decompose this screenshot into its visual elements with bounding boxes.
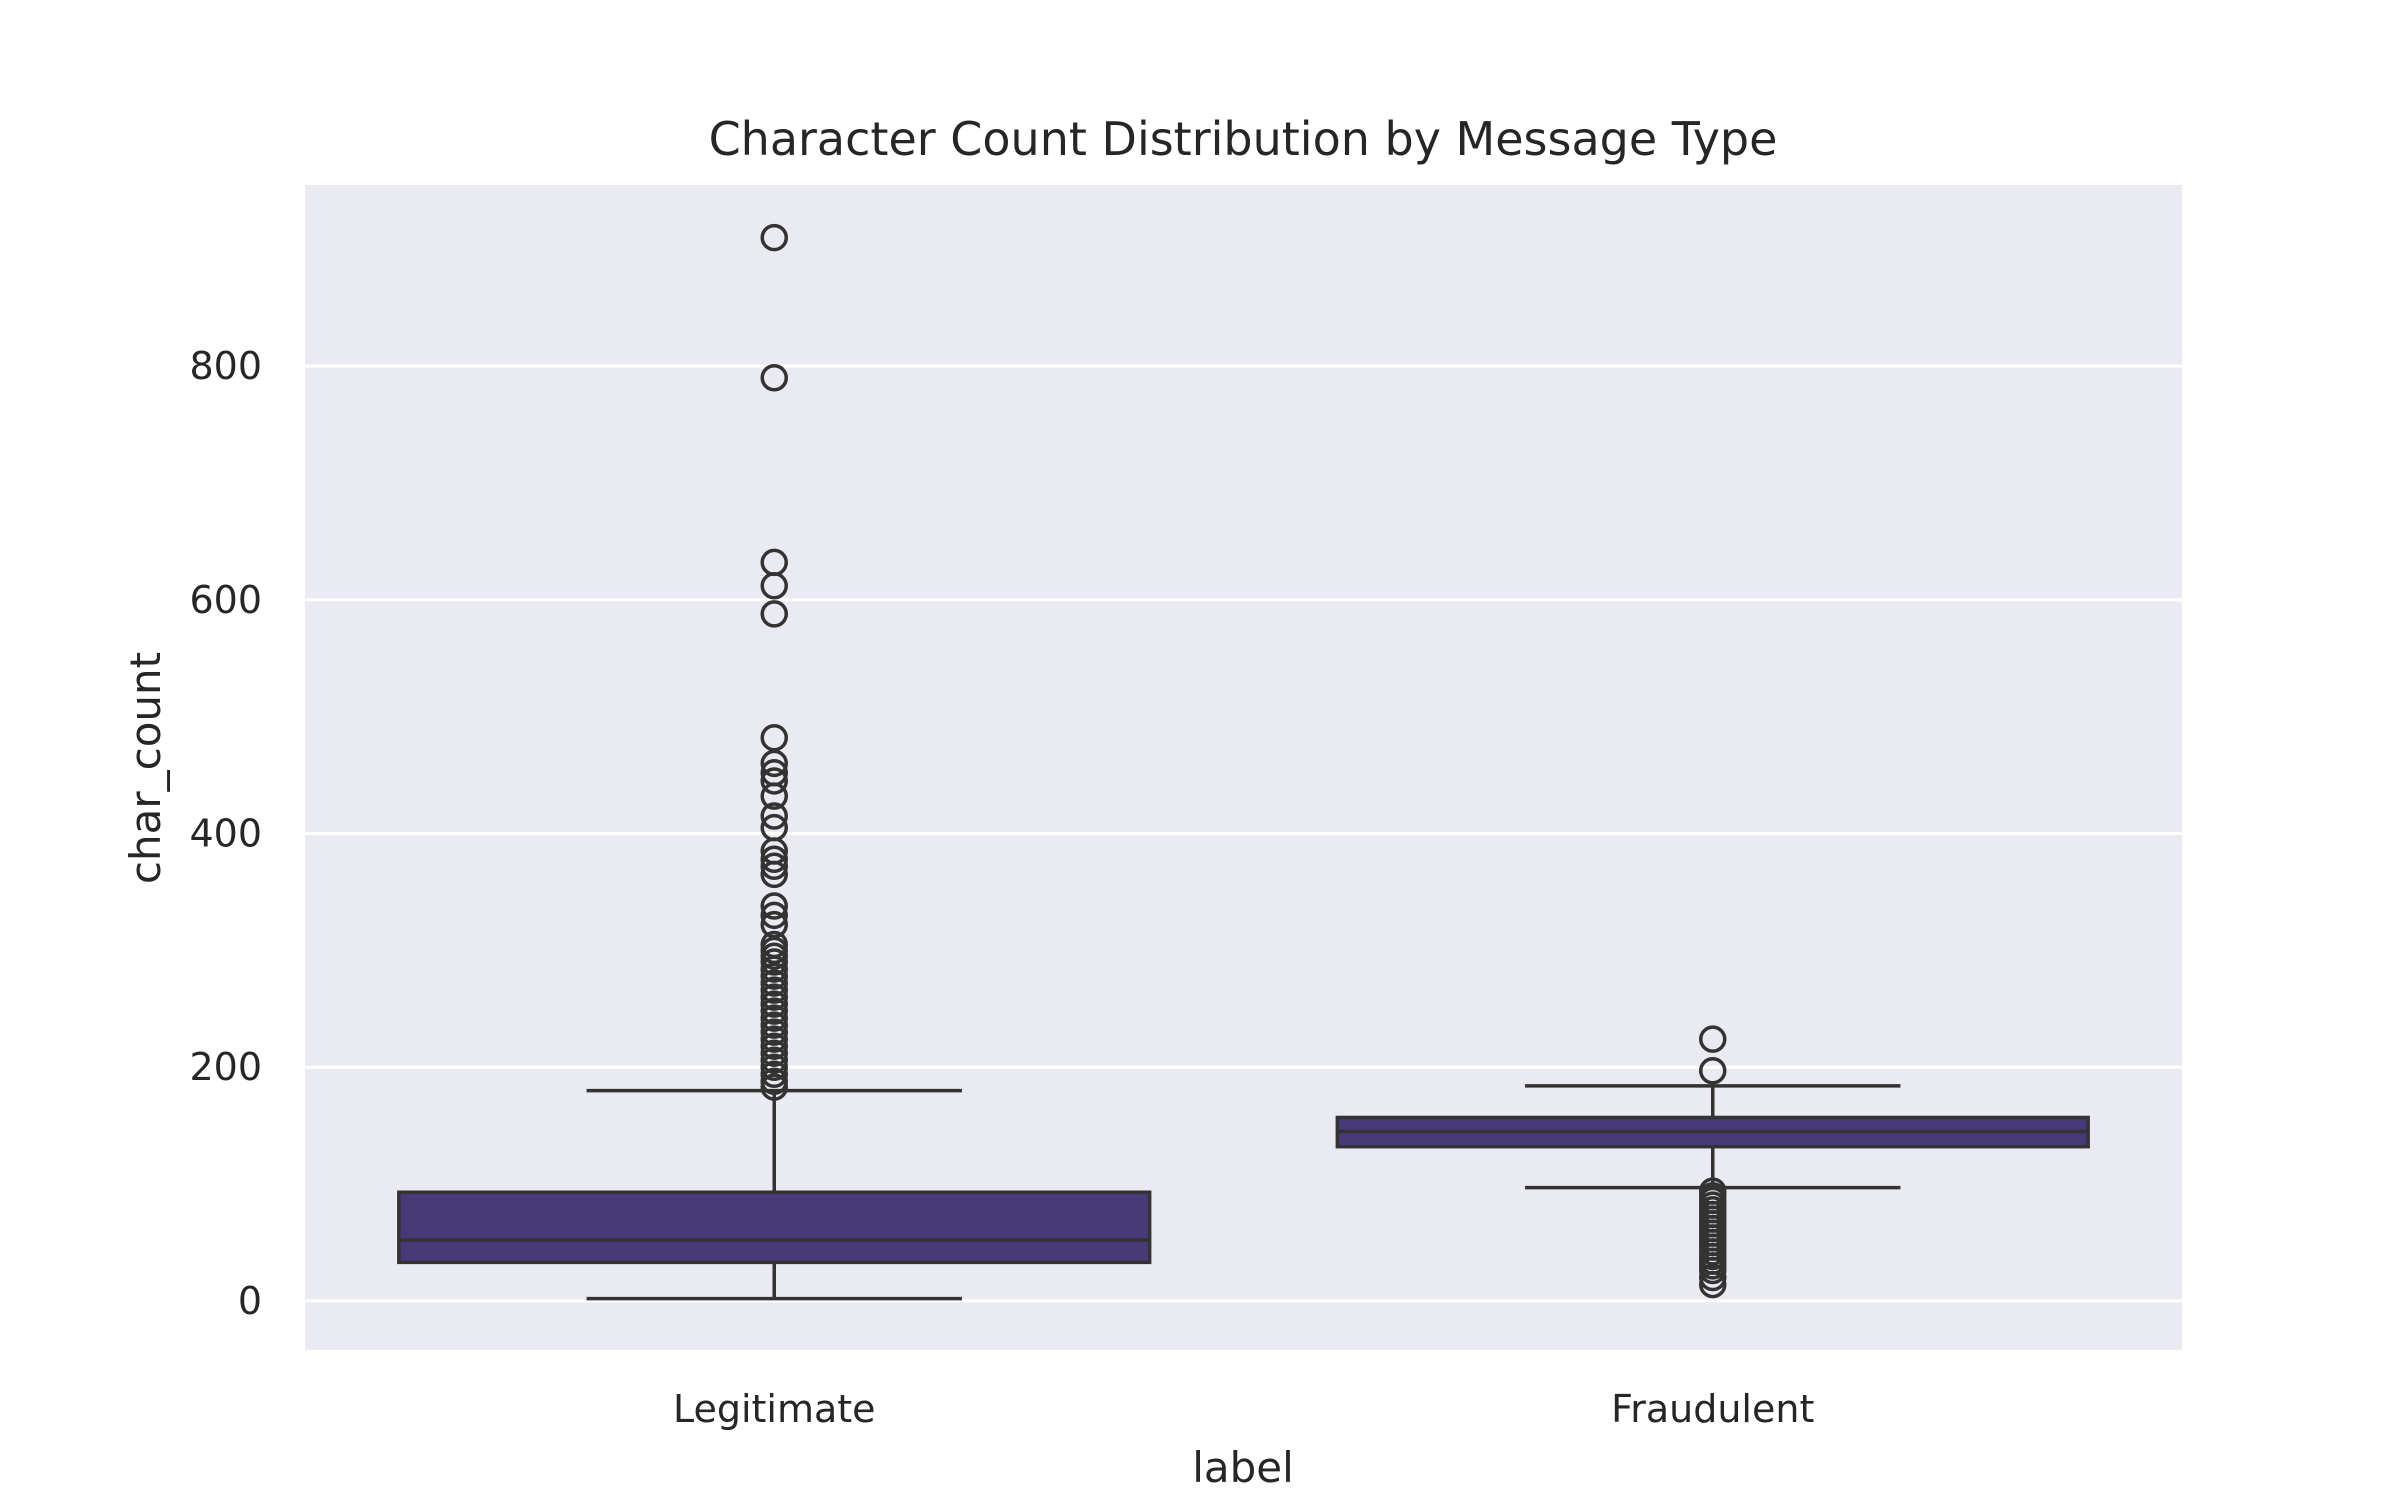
x-tick-labels: Legitimate Fraudulent xyxy=(673,1387,1814,1431)
outlier-point xyxy=(760,1046,788,1074)
outlier-point xyxy=(760,1025,788,1053)
box-group xyxy=(397,223,1152,1301)
outlier-point xyxy=(1699,1025,1727,1053)
outlier-point xyxy=(760,1060,788,1088)
gridlines xyxy=(305,364,2182,1303)
outlier-point xyxy=(760,997,788,1025)
outlier-point xyxy=(1699,1256,1727,1285)
outlier-point xyxy=(1699,1263,1727,1292)
y-tick-label: 800 xyxy=(189,344,262,388)
y-tick-label: 0 xyxy=(238,1279,262,1323)
outlier-point xyxy=(1699,1056,1727,1085)
outlier-point xyxy=(1699,1270,1727,1299)
y-tick-label: 200 xyxy=(189,1045,262,1089)
outlier-point xyxy=(760,782,788,810)
outlier-point xyxy=(760,749,788,778)
outlier-point xyxy=(760,955,788,983)
outlier-point xyxy=(760,600,788,628)
outlier-point xyxy=(760,1053,788,1081)
outlier-point xyxy=(760,969,788,997)
outlier-point xyxy=(760,1039,788,1067)
outlier-point xyxy=(760,1011,788,1039)
outlier-point xyxy=(760,892,788,920)
outlier-point xyxy=(760,1004,788,1032)
y-axis-title: char_count xyxy=(121,652,170,884)
outlier-point xyxy=(760,990,788,1018)
outlier-point xyxy=(760,948,788,976)
outlier-point xyxy=(760,852,788,880)
boxes xyxy=(397,223,2090,1301)
box-group xyxy=(1335,1025,2090,1299)
outlier-point xyxy=(760,983,788,1011)
outlier-point xyxy=(760,223,788,252)
outlier-point xyxy=(760,364,788,392)
x-axis-title: label xyxy=(1192,1443,1294,1492)
outlier-point xyxy=(760,976,788,1004)
y-tick-label: 600 xyxy=(189,578,262,622)
iqr-box xyxy=(397,1190,1152,1265)
x-tick-label: Fraudulent xyxy=(1611,1387,1814,1431)
plot-area-background xyxy=(305,185,2182,1350)
outlier-point xyxy=(760,1073,788,1101)
outlier-point xyxy=(760,1018,788,1046)
outlier-point xyxy=(760,802,788,830)
y-tick-label: 400 xyxy=(189,812,262,856)
y-tick-labels: 0 200 400 600 800 xyxy=(189,344,262,1323)
x-tick-label: Legitimate xyxy=(673,1387,876,1431)
outlier-point xyxy=(760,1032,788,1060)
outlier-point xyxy=(760,962,788,990)
outlier-point xyxy=(760,901,788,930)
outlier-point xyxy=(760,845,788,873)
outlier-point xyxy=(760,767,788,795)
outlier-point xyxy=(760,572,788,600)
chart-title: Character Count Distribution by Message … xyxy=(709,112,1778,166)
outlier-point xyxy=(760,860,788,889)
